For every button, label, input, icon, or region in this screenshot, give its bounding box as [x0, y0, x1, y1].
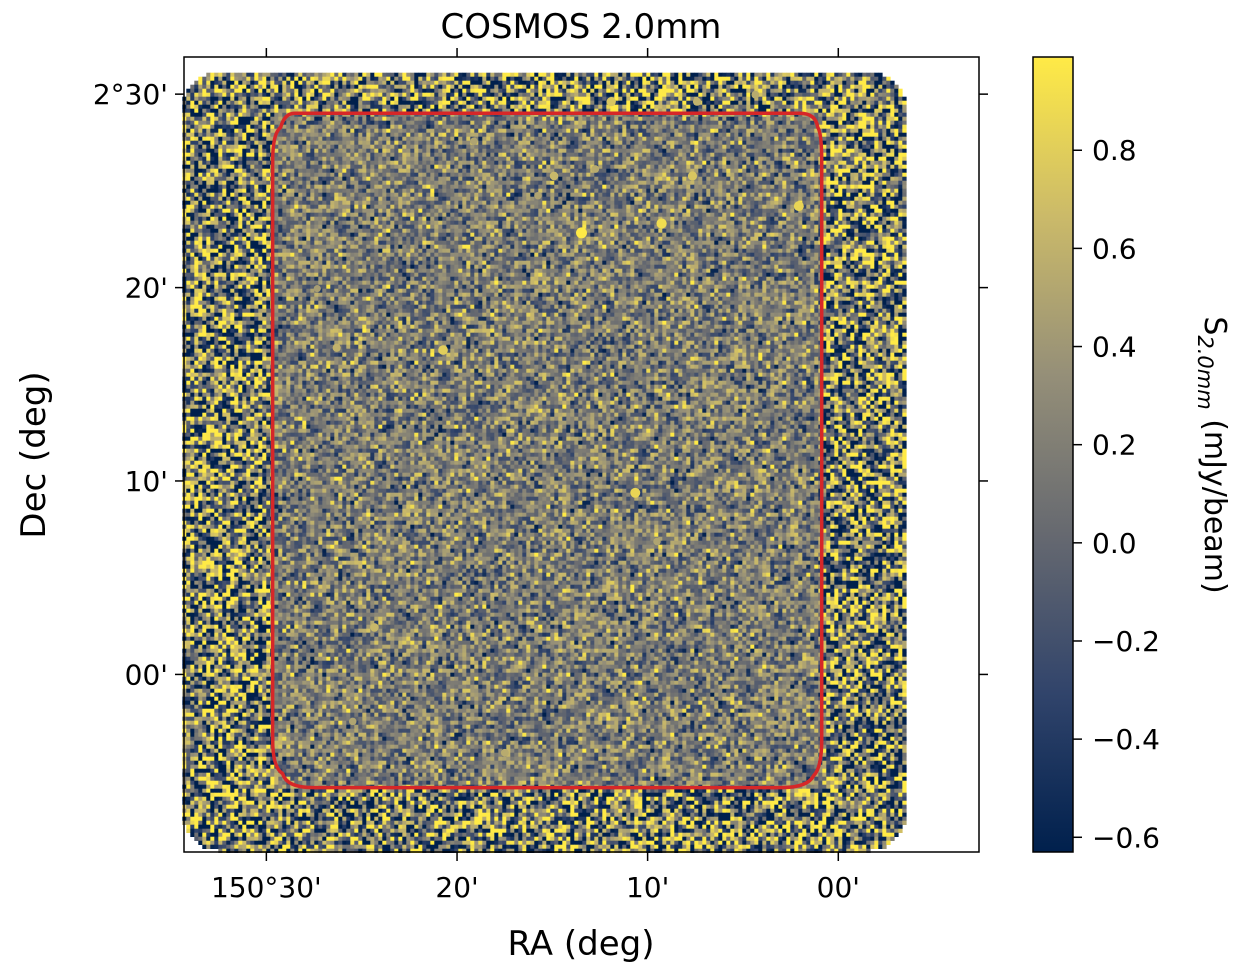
colorbar-tick-label: 0.0 — [1092, 527, 1137, 560]
source-marker — [501, 749, 509, 757]
colorbar-label: S2.0mm (mJy/beam) — [1193, 316, 1232, 593]
x-axis-label: RA (deg) — [508, 924, 655, 964]
colorbar-gradient — [1033, 57, 1073, 852]
chart-title: COSMOS 2.0mm — [441, 7, 722, 47]
source-marker — [349, 718, 357, 726]
x-tick-label: 10' — [626, 871, 669, 904]
source-marker — [333, 344, 341, 352]
x-tick-label: 150°30' — [211, 871, 322, 904]
plot-area — [182, 57, 979, 853]
flux-map — [182, 73, 906, 853]
colorbar-ticks: 0.8 0.6 0.4 0.2 0.0 −0.2 −0.4 −0.6 — [1073, 134, 1160, 854]
colorbar-tick-label: 0.6 — [1092, 232, 1137, 265]
y-tick-label: 20' — [125, 272, 168, 305]
source-marker — [534, 192, 542, 200]
source-marker — [653, 538, 661, 546]
colorbar-tick-label: 0.8 — [1092, 134, 1137, 167]
source-marker — [550, 172, 559, 181]
y-tick-label: 00' — [125, 658, 168, 691]
source-marker — [607, 97, 616, 106]
x-tick-label: 20' — [435, 871, 478, 904]
colorbar-label-unit: (mJy/beam) — [1197, 410, 1232, 594]
source-marker — [438, 345, 448, 355]
source-marker — [751, 91, 759, 99]
y-tick-label: 2°30' — [93, 78, 168, 111]
source-marker — [470, 137, 478, 145]
colorbar-tick-label: 0.4 — [1092, 331, 1137, 364]
y-axis-label: Dec (deg) — [14, 371, 54, 538]
source-marker — [688, 171, 697, 180]
source-marker — [630, 488, 640, 498]
source-marker — [591, 165, 599, 173]
colorbar-label-sub: 2.0mm — [1193, 335, 1217, 409]
colorbar-tick-label: −0.4 — [1092, 723, 1160, 756]
source-marker — [314, 285, 321, 292]
colorbar-label-main: S — [1197, 316, 1232, 335]
source-marker — [576, 227, 587, 238]
colorbar-tick-label: −0.6 — [1092, 821, 1160, 854]
source-marker — [370, 623, 379, 632]
y-tick-label: 10' — [125, 465, 168, 498]
colorbar-tick-label: 0.2 — [1092, 429, 1137, 462]
source-marker — [693, 98, 701, 106]
x-tick-label: 00' — [817, 871, 860, 904]
source-marker — [656, 218, 666, 228]
colorbar: 0.8 0.6 0.4 0.2 0.0 −0.2 −0.4 −0.6 S2.0mm (mJy/… — [1033, 57, 1232, 854]
colorbar-tick-label: −0.2 — [1092, 625, 1160, 658]
source-marker — [794, 201, 804, 211]
